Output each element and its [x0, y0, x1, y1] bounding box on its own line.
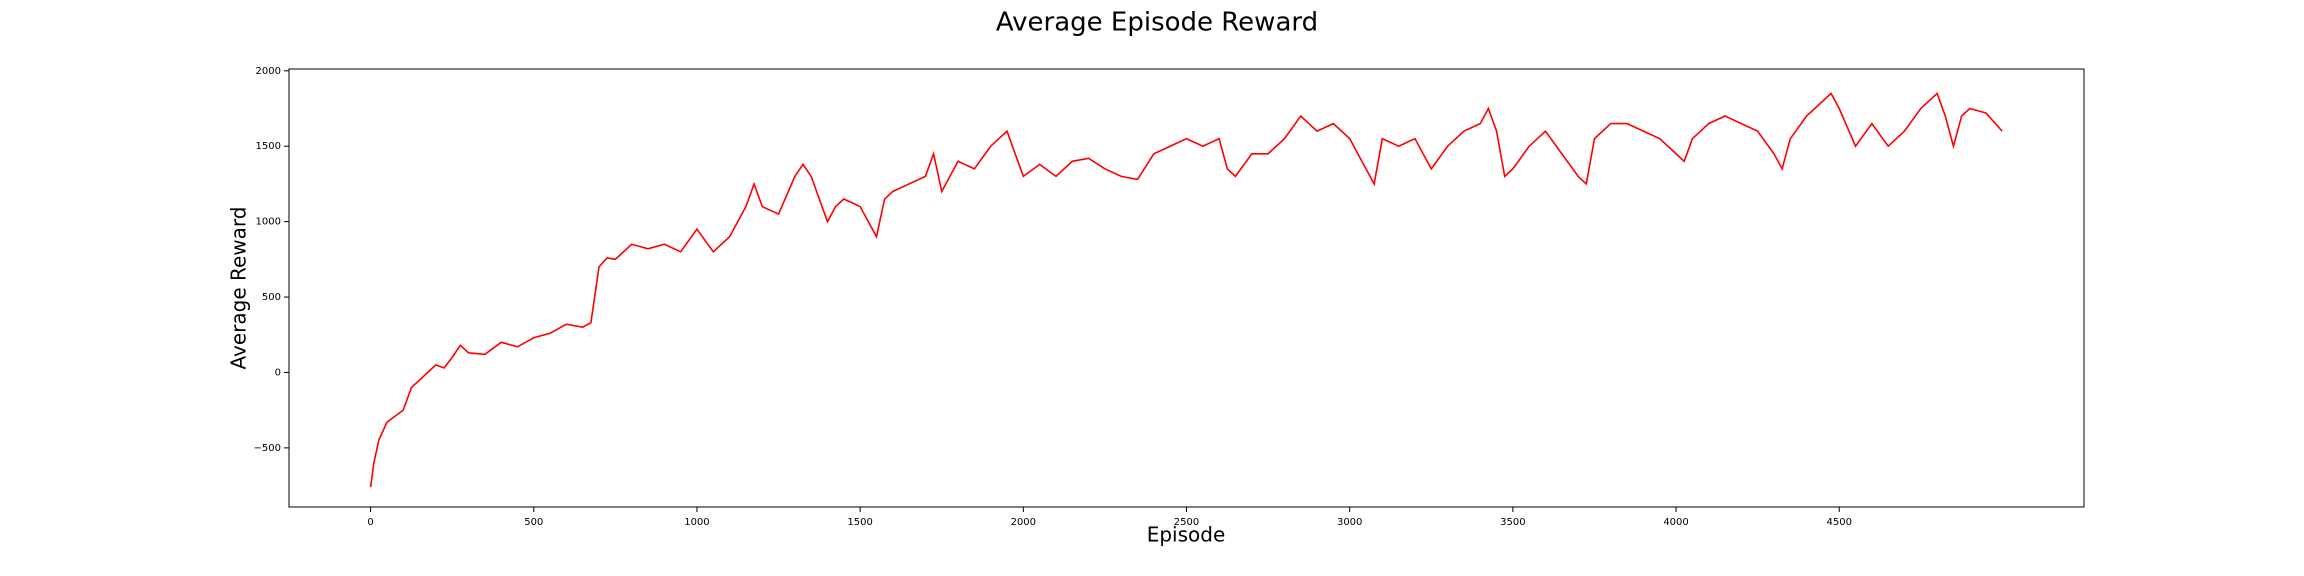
x-tick-label: 4500: [1827, 517, 1852, 528]
x-tick-label: 1000: [684, 517, 709, 528]
y-tick-label: 2000: [256, 66, 281, 77]
x-tick-label: 3500: [1500, 517, 1525, 528]
y-axis-label: Average Reward: [227, 207, 251, 370]
y-tick-label: 1500: [256, 141, 281, 152]
y-tick-label: 0: [275, 367, 281, 378]
x-tick-label: 1500: [847, 517, 872, 528]
x-tick-label: 500: [524, 517, 543, 528]
y-tick-label: 1000: [256, 217, 281, 228]
chart-title: Average Episode Reward: [996, 8, 1318, 38]
x-tick-label: 4000: [1663, 517, 1688, 528]
y-tick-label: −500: [254, 443, 281, 454]
data-line: [369, 92, 2003, 488]
x-axis-label: Episode: [1147, 523, 1226, 547]
plot-frame: [288, 68, 2085, 508]
x-tick-label: 3000: [1337, 517, 1362, 528]
y-tick-label: 500: [262, 292, 281, 303]
x-tick-label: 2000: [1011, 517, 1036, 528]
x-tick-label: 0: [367, 517, 373, 528]
x-tick-label: 2500: [1174, 517, 1199, 528]
